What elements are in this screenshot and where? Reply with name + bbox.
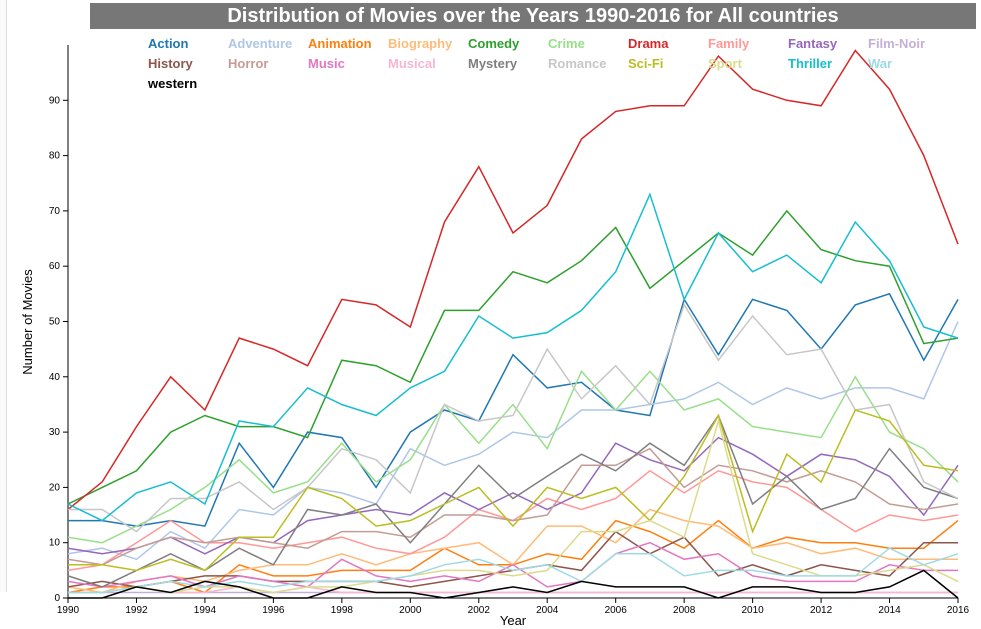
x-tick-label: 1998 <box>331 605 354 616</box>
series-line-romance <box>68 303 959 533</box>
legend: Action Adventure Animation Biography Comedy C… <box>147 36 925 91</box>
series-line-sport <box>68 418 959 594</box>
y-tick-label: 90 <box>49 95 61 106</box>
legend-item-mystery[interactable]: Mystery <box>468 56 518 71</box>
x-tick-label: 2012 <box>810 605 833 616</box>
legend-item-crime[interactable]: Crime <box>548 36 585 51</box>
series-line-thriller <box>67 192 959 522</box>
legend-item-drama[interactable]: Drama <box>628 36 669 51</box>
series-line-biography <box>67 508 958 594</box>
legend-item-adventure[interactable]: Adventure <box>228 36 292 51</box>
legend-item-fantasy[interactable]: Fantasy <box>788 36 838 51</box>
legend-item-war[interactable]: War <box>868 56 892 71</box>
y-tick-label: 70 <box>49 206 61 217</box>
series-line-war <box>68 547 959 594</box>
legend-item-sport[interactable]: Sport <box>708 56 743 71</box>
y-tick-label: 80 <box>49 151 61 162</box>
series-line-western <box>68 569 959 599</box>
x-tick-label: 2004 <box>536 605 559 616</box>
chart-title: Distribution of Movies over the Years 19… <box>90 3 976 29</box>
x-tick-label: 2000 <box>399 605 422 616</box>
x-tick-label: 2008 <box>673 605 696 616</box>
y-tick-label: 10 <box>49 538 61 549</box>
legend-item-musical[interactable]: Musical <box>388 56 436 71</box>
legend-item-romance[interactable]: Romance <box>548 56 607 71</box>
legend-item-horror[interactable]: Horror <box>228 56 268 71</box>
legend-item-western[interactable]: western <box>147 76 197 91</box>
legend-item-history[interactable]: History <box>148 56 194 71</box>
legend-item-sci-fi[interactable]: Sci-Fi <box>628 56 663 71</box>
x-tick-label: 2006 <box>605 605 628 616</box>
x-tick-label: 1994 <box>194 605 217 616</box>
y-tick-label: 30 <box>49 427 61 438</box>
legend-item-family[interactable]: Family <box>708 36 750 51</box>
y-tick-label: 20 <box>49 482 61 493</box>
axes: 0 10 20 30 40 50 60 70 80 90 1990 1992 1994 1996 1998 2… <box>49 45 970 616</box>
series-line-horror <box>67 447 959 566</box>
legend-item-film-noir[interactable]: Film-Noir <box>868 36 925 51</box>
x-tick-label: 1990 <box>57 605 80 616</box>
series-line-adventure <box>67 321 959 561</box>
series-line-crime <box>67 369 959 544</box>
legend-item-action[interactable]: Action <box>148 36 189 51</box>
series-line-mystery <box>67 413 959 588</box>
legend-item-biography[interactable]: Biography <box>388 36 453 51</box>
series-line-action <box>68 292 959 527</box>
legend-item-comedy[interactable]: Comedy <box>468 36 520 51</box>
x-tick-label: 2002 <box>468 605 491 616</box>
legend-item-animation[interactable]: Animation <box>308 36 372 51</box>
series-line-musical <box>68 586 958 594</box>
x-tick-label: 2010 <box>741 605 764 616</box>
x-tick-label: 2016 <box>947 605 970 616</box>
legend-item-music[interactable]: Music <box>308 56 345 71</box>
series-line-fantasy <box>67 436 959 555</box>
x-tick-label: 1996 <box>262 605 285 616</box>
x-tick-label: 1992 <box>125 605 148 616</box>
series-line-sci-fi <box>68 409 959 572</box>
y-tick-label: 0 <box>54 593 60 604</box>
series-line-drama <box>67 49 959 511</box>
left-panel-edge <box>0 0 7 592</box>
y-tick-label: 40 <box>49 372 61 383</box>
x-axis-label: Year <box>500 613 527 628</box>
y-axis-label: Number of Movies <box>20 269 35 375</box>
x-tick-label: 2014 <box>878 605 901 616</box>
series-line-comedy <box>67 209 959 505</box>
series-lines <box>67 49 959 599</box>
legend-item-thriller[interactable]: Thriller <box>788 56 832 71</box>
y-tick-label: 50 <box>49 317 61 328</box>
y-tick-label: 60 <box>49 261 61 272</box>
